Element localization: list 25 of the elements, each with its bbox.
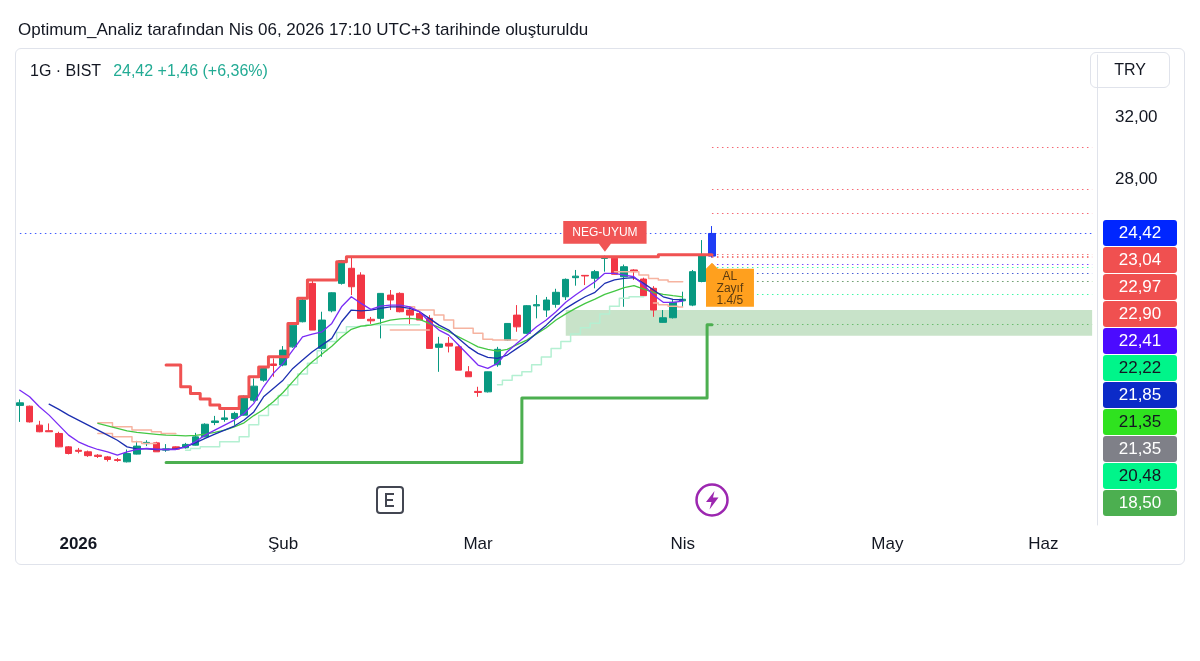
legend-label: 22,22 [1111, 355, 1177, 382]
x-tick-label: Haz [1028, 534, 1059, 553]
legend-label: 22,90 [1111, 301, 1177, 328]
annotation: NEG-UYUM [571, 223, 639, 241]
annotation: 24,42 +1,46 (+6,36%) [113, 62, 268, 79]
legend-label: 22,41 [1111, 328, 1177, 355]
x-tick-label: May [871, 534, 904, 553]
y-axis-title: TRY [1090, 52, 1170, 88]
x-tick-label: Şub [267, 534, 299, 553]
chart-title: Optimum_Analiz tarafından Nis 06, 2026 17:10 UTC+3 tarihinde oluşturuldu [18, 20, 589, 40]
legend-label: 22,97 [1111, 274, 1177, 301]
ref-line-label: 23,04 [1111, 247, 1177, 274]
annotation: AL Zayıf 1.4/5 [715, 268, 745, 307]
y-tick-label: 28,00 [1115, 168, 1158, 188]
y-tick-label: 32,00 [1115, 107, 1158, 127]
legend-label: 21,35 [1111, 409, 1177, 436]
chart-subtitle: 1G · BIST [30, 62, 102, 79]
x-tick-label: Mar [463, 534, 493, 553]
x-tick-label: Nis [670, 534, 695, 553]
legend-label: 18,50 [1111, 490, 1177, 517]
legend-label: 21,85 [1111, 382, 1177, 409]
ref-line-label: 24,42 [1103, 220, 1177, 247]
legend-label: 20,48 [1111, 463, 1177, 490]
x-tick-label: 2026 [59, 534, 98, 553]
legend-label: 21,35 [1111, 436, 1177, 463]
